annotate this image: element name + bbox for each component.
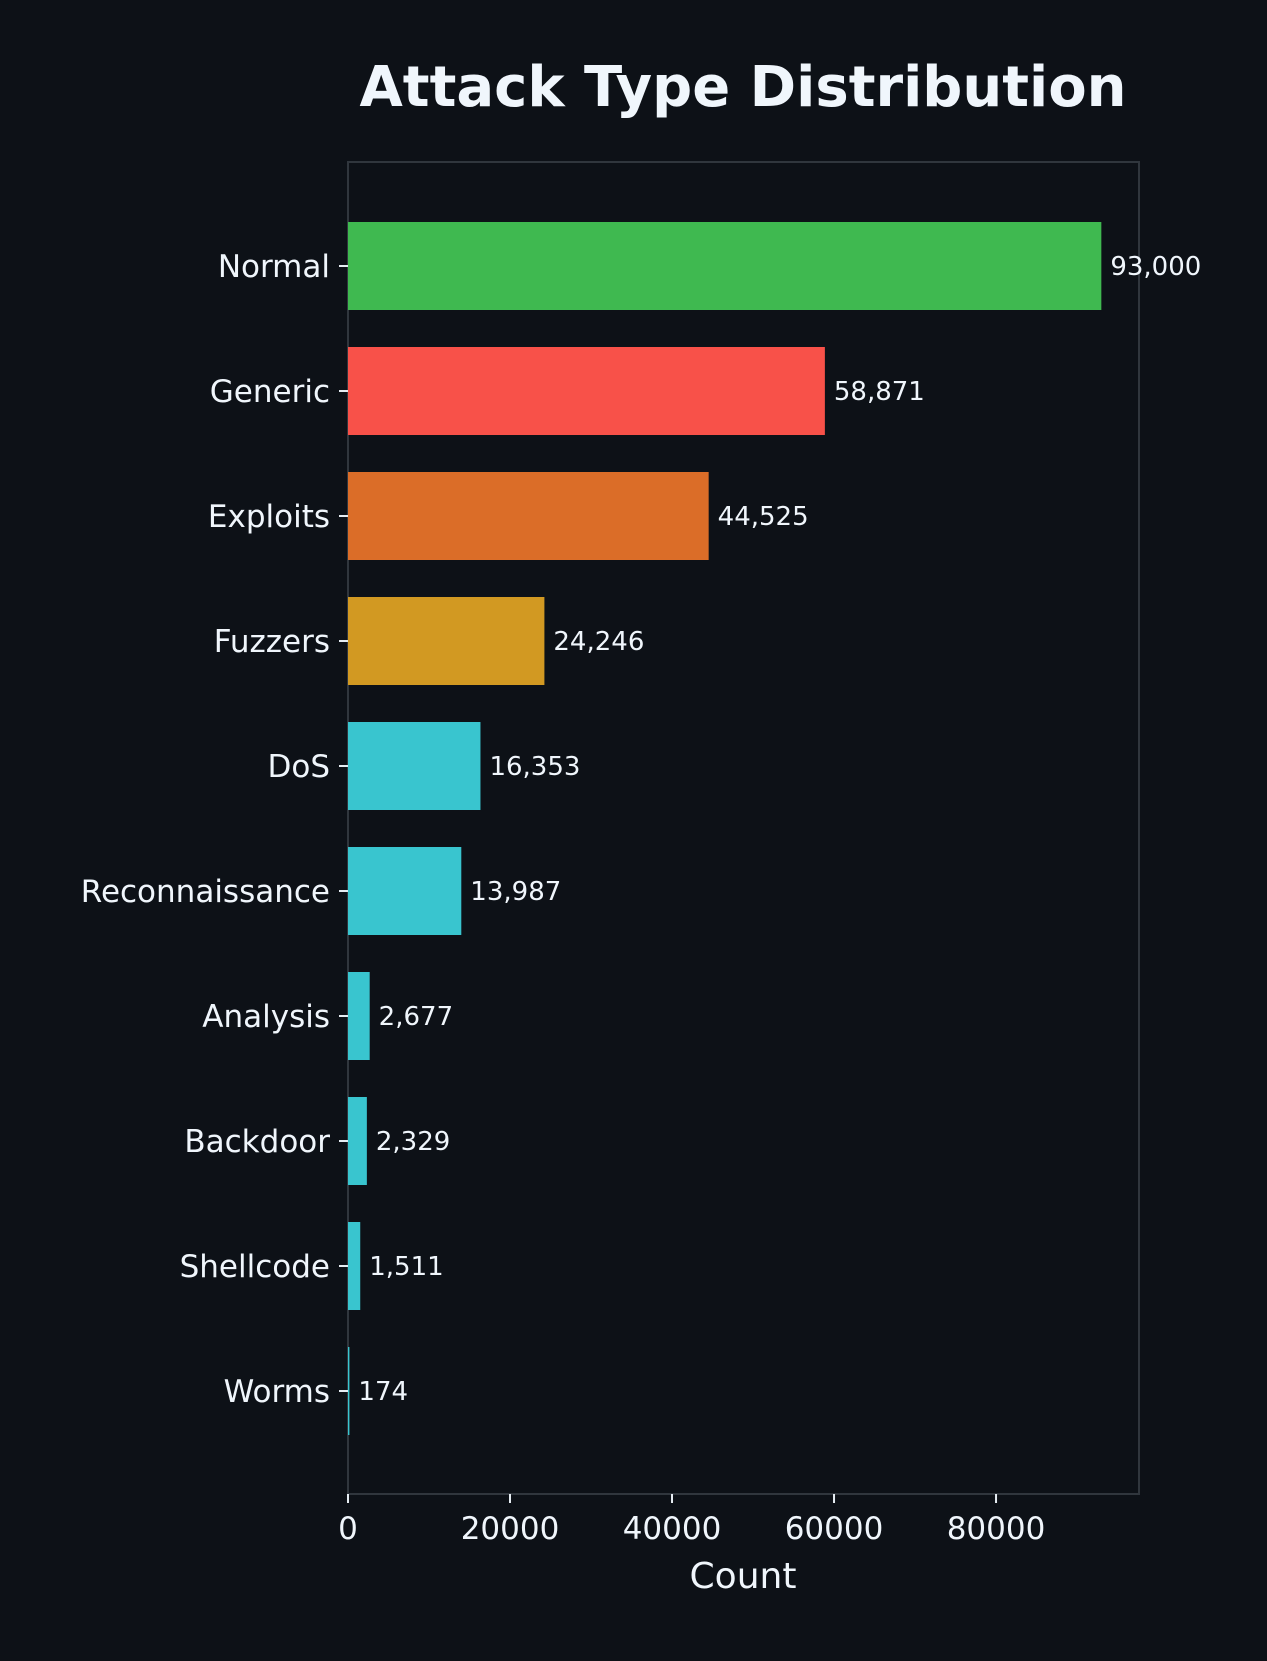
value-label: 93,000 [1110, 252, 1201, 282]
bar-reconnaissance [348, 847, 462, 935]
y-tick-label: Backdoor [184, 1124, 330, 1160]
bar-worms [348, 1347, 350, 1435]
value-label: 2,677 [379, 1002, 453, 1032]
bar-backdoor [348, 1097, 367, 1185]
x-tick-label: 0 [338, 1511, 358, 1547]
bar-generic [348, 347, 825, 435]
y-tick-label: Shellcode [180, 1249, 330, 1285]
y-tick-label: Fuzzers [214, 624, 330, 660]
x-tick-label: 80000 [947, 1511, 1046, 1547]
y-tick-label: Exploits [208, 499, 330, 535]
value-label: 174 [358, 1377, 408, 1407]
y-tick-label: Worms [224, 1374, 330, 1410]
bar-normal [348, 222, 1102, 310]
x-tick-label: 60000 [785, 1511, 884, 1547]
bar-exploits [348, 472, 709, 560]
y-tick-label: Reconnaissance [81, 874, 330, 910]
plot-frame [347, 161, 1140, 1495]
x-axis-label: Count [690, 1556, 797, 1597]
value-label: 13,987 [470, 877, 561, 907]
y-tick-label: Generic [210, 374, 330, 410]
value-label: 16,353 [489, 752, 580, 782]
bar-dos [348, 722, 481, 810]
value-label: 1,511 [369, 1252, 443, 1282]
value-label: 2,329 [376, 1127, 450, 1157]
y-tick-label: DoS [267, 749, 330, 785]
x-tick-label: 20000 [461, 1511, 560, 1547]
value-label: 58,871 [834, 377, 925, 407]
y-tick-label: Normal [218, 249, 330, 285]
value-label: 44,525 [718, 502, 809, 532]
bar-fuzzers [348, 597, 545, 685]
y-tick-label: Analysis [202, 999, 330, 1035]
x-tick-label: 40000 [623, 1511, 722, 1547]
value-label: 24,246 [553, 627, 644, 657]
chart-title: Attack Type Distribution [359, 55, 1126, 120]
bar-shellcode [348, 1222, 361, 1310]
bar-analysis [348, 972, 370, 1060]
